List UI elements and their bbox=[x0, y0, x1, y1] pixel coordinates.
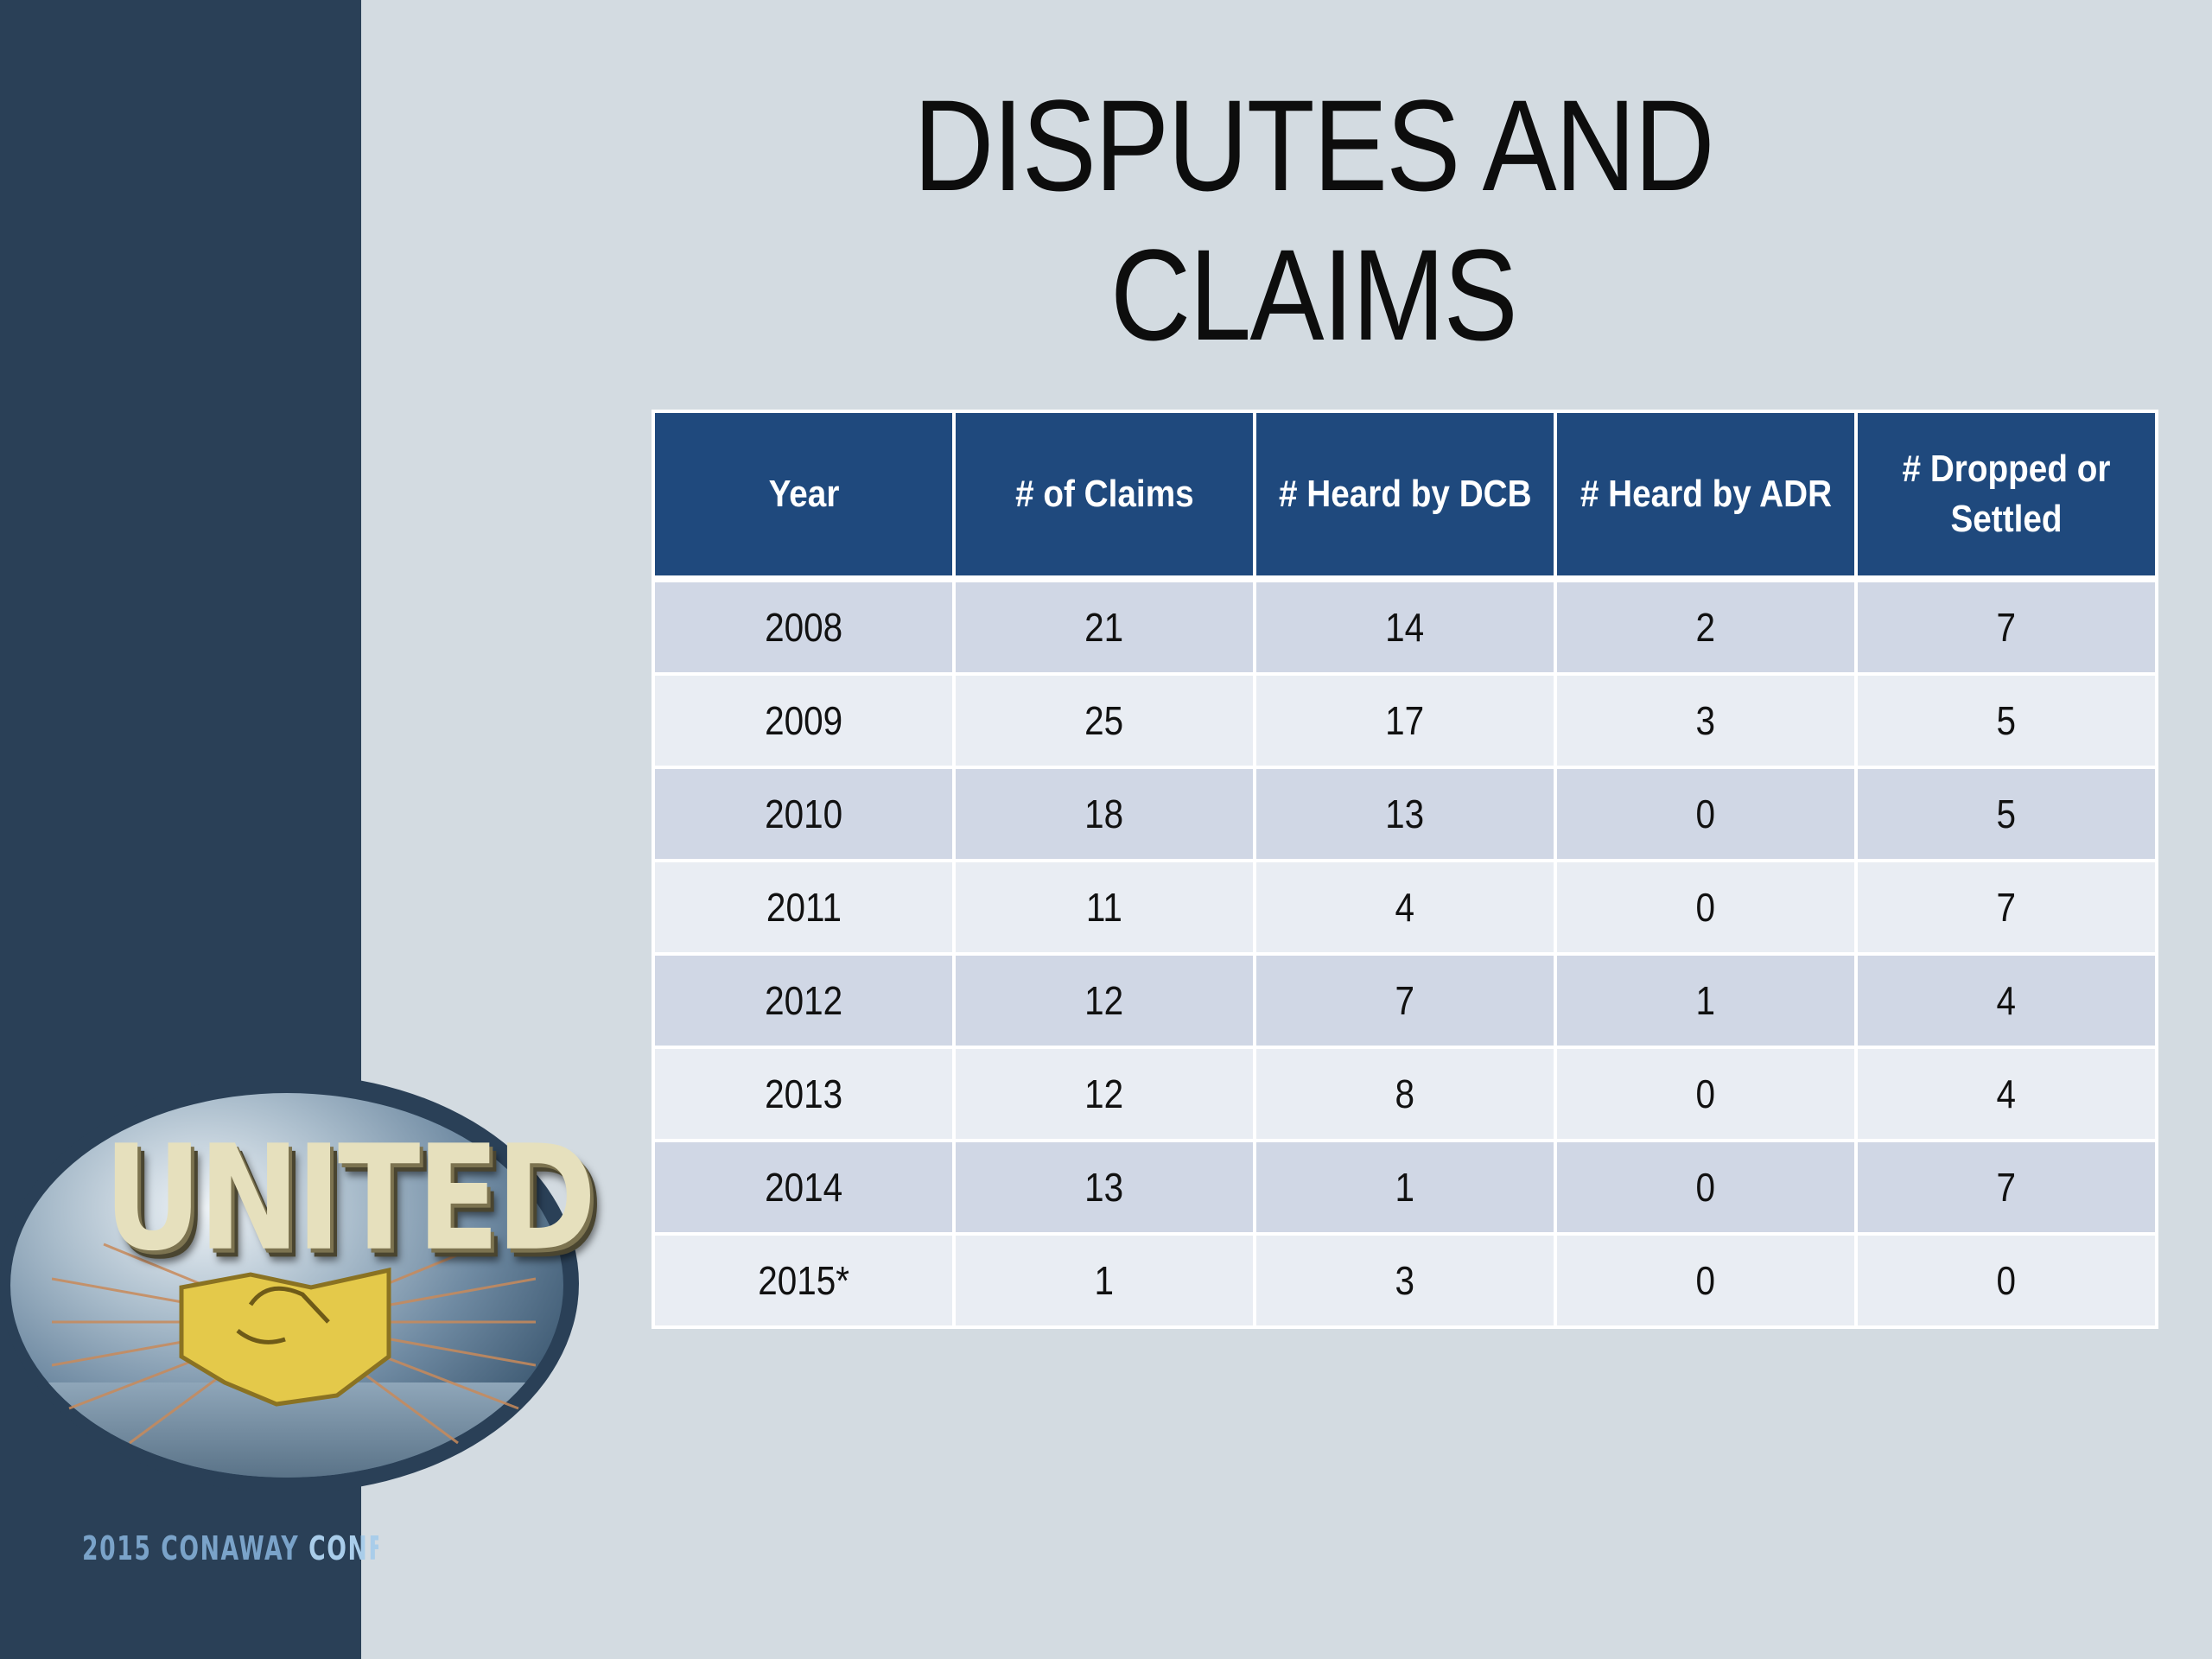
cell-heard-dcb: 13 bbox=[1253, 766, 1557, 862]
cell-claims: 11 bbox=[952, 859, 1256, 956]
cell-dropped-settled: 5 bbox=[1854, 672, 2158, 769]
cell-year: 2013 bbox=[652, 1046, 956, 1142]
cell-heard-dcb: 17 bbox=[1253, 672, 1557, 769]
header-year: Year bbox=[652, 410, 956, 582]
cell-year: 2008 bbox=[652, 577, 956, 676]
cell-heard-adr: 2 bbox=[1554, 577, 1858, 676]
cell-claims: 18 bbox=[952, 766, 1256, 862]
cell-dropped-settled: 4 bbox=[1854, 952, 2158, 1049]
table-row: 2015* 1 3 0 0 bbox=[652, 1232, 2158, 1329]
cell-year: 2012 bbox=[652, 952, 956, 1049]
cell-dropped-settled: 7 bbox=[1854, 1139, 2158, 1236]
header-dropped-settled: # Dropped or Settled bbox=[1854, 410, 2158, 582]
header-heard-dcb: # Heard by DCB bbox=[1253, 410, 1557, 582]
cell-heard-adr: 3 bbox=[1554, 672, 1858, 769]
cell-claims: 12 bbox=[952, 952, 1256, 1049]
cell-dropped-settled: 7 bbox=[1854, 859, 2158, 956]
table-row: 2010 18 13 0 5 bbox=[652, 766, 2158, 862]
cell-claims: 1 bbox=[952, 1232, 1256, 1329]
cell-year: 2014 bbox=[652, 1139, 956, 1236]
table-row: 2011 11 4 0 7 bbox=[652, 859, 2158, 956]
header-claims: # of Claims bbox=[952, 410, 1256, 582]
table-row: 2008 21 14 2 7 bbox=[652, 577, 2158, 676]
cell-heard-adr: 0 bbox=[1554, 1046, 1858, 1142]
cell-heard-dcb: 8 bbox=[1253, 1046, 1557, 1142]
cell-dropped-settled: 0 bbox=[1854, 1232, 2158, 1329]
cell-heard-dcb: 3 bbox=[1253, 1232, 1557, 1329]
logo-wordmark: UNITED bbox=[104, 1115, 596, 1284]
cell-heard-dcb: 7 bbox=[1253, 952, 1557, 1049]
cell-year: 2010 bbox=[652, 766, 956, 862]
cell-heard-adr: 1 bbox=[1554, 952, 1858, 1049]
cell-heard-adr: 0 bbox=[1554, 1232, 1858, 1329]
cell-dropped-settled: 7 bbox=[1854, 577, 2158, 676]
table-row: 2009 25 17 3 5 bbox=[652, 672, 2158, 769]
cell-dropped-settled: 4 bbox=[1854, 1046, 2158, 1142]
table-row: 2014 13 1 0 7 bbox=[652, 1139, 2158, 1236]
cell-year: 2009 bbox=[652, 672, 956, 769]
table-row: 2013 12 8 0 4 bbox=[652, 1046, 2158, 1142]
cell-heard-adr: 0 bbox=[1554, 1139, 1858, 1236]
table-header-row: Year # of Claims # Heard by DCB # Heard … bbox=[652, 410, 2158, 582]
cell-heard-dcb: 14 bbox=[1253, 577, 1557, 676]
cell-heard-adr: 0 bbox=[1554, 859, 1858, 956]
cell-claims: 21 bbox=[952, 577, 1256, 676]
cell-heard-dcb: 1 bbox=[1253, 1139, 1557, 1236]
cell-year: 2011 bbox=[652, 859, 956, 956]
cell-year: 2015* bbox=[652, 1232, 956, 1329]
cell-claims: 25 bbox=[952, 672, 1256, 769]
header-heard-adr: # Heard by ADR bbox=[1554, 410, 1858, 582]
claims-table: Year # of Claims # Heard by DCB # Heard … bbox=[652, 410, 2158, 1329]
cell-claims: 12 bbox=[952, 1046, 1256, 1142]
handshake-icon bbox=[52, 1243, 536, 1445]
table-row: 2012 12 7 1 4 bbox=[652, 952, 2158, 1049]
cell-heard-adr: 0 bbox=[1554, 766, 1858, 862]
conference-label: 2015 CONAWAY CONFERENCE bbox=[82, 1529, 495, 1567]
cell-dropped-settled: 5 bbox=[1854, 766, 2158, 862]
cell-heard-dcb: 4 bbox=[1253, 859, 1557, 956]
cell-claims: 13 bbox=[952, 1139, 1256, 1236]
slide-title: DISPUTES AND CLAIMS bbox=[913, 73, 1714, 367]
